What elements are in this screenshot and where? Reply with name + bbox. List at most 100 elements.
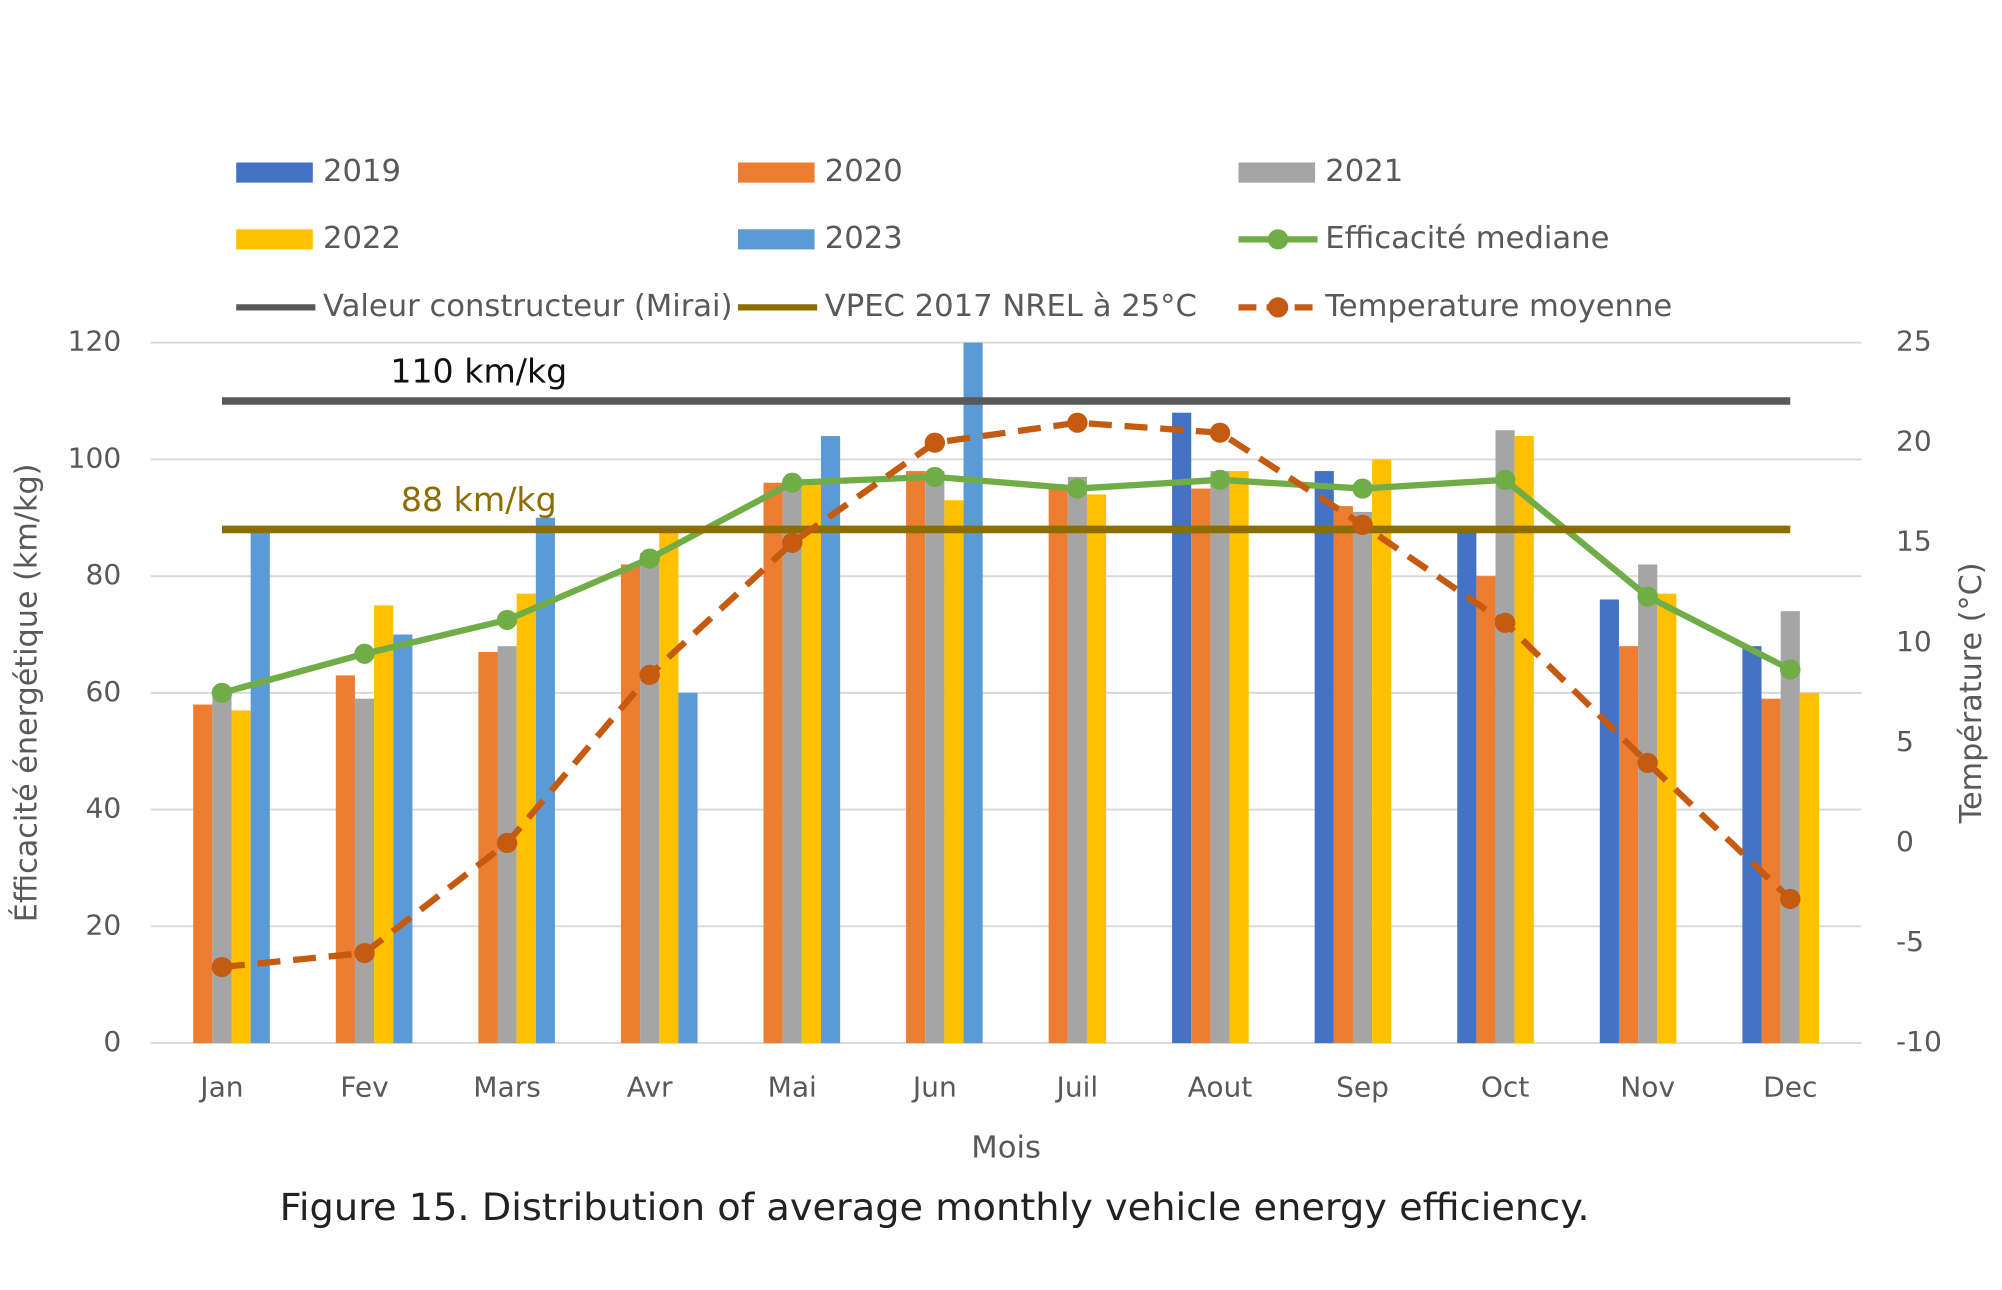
bar: [801, 482, 821, 1044]
x-tick-label: Fev: [340, 1071, 389, 1104]
bar: [1495, 430, 1515, 1044]
legend-label: 2021: [1325, 154, 1403, 189]
line-marker: [1067, 478, 1088, 499]
line-marker: [1209, 469, 1231, 490]
x-tick-label: Jun: [911, 1071, 957, 1104]
y-tick-label: 40: [86, 792, 122, 825]
bar: [1742, 646, 1762, 1044]
bar: [1514, 436, 1534, 1044]
line-marker: [924, 432, 946, 453]
bar: [1372, 459, 1392, 1044]
x-tick-label: Avr: [627, 1071, 673, 1104]
y-tick-label: 60: [86, 675, 122, 708]
line-marker: [211, 956, 233, 978]
line-series: [221, 473, 1792, 696]
legend-label: 2020: [825, 154, 903, 189]
bar: [906, 471, 926, 1044]
line-marker: [496, 609, 518, 630]
y2-tick-label: 10: [1896, 625, 1932, 658]
legend-swatch: [737, 162, 815, 183]
y-tick-label: 20: [86, 908, 122, 941]
legend-marker: [1267, 297, 1289, 318]
bar: [1210, 471, 1230, 1044]
line-marker: [1209, 422, 1231, 443]
bar: [374, 605, 394, 1044]
y-tick-label: 80: [86, 558, 122, 591]
line-marker: [1494, 612, 1516, 633]
y-tick-label: 0: [103, 1025, 121, 1058]
x-tick-label: Juil: [1055, 1071, 1099, 1104]
bar: [535, 517, 555, 1044]
legend-swatch: [737, 229, 815, 250]
legend-label: 2019: [323, 154, 401, 189]
line-series: [221, 419, 1793, 971]
caption: Figure 15. Distribution of average month…: [280, 1185, 1590, 1229]
bar: [925, 471, 945, 1044]
bar: [763, 482, 783, 1044]
line-marker: [1067, 412, 1088, 433]
bar: [250, 529, 270, 1044]
x-tick-label: Aout: [1188, 1071, 1253, 1104]
bar: [1352, 511, 1373, 1044]
line-marker: [1494, 469, 1516, 490]
legend-swatch: [1238, 162, 1316, 183]
bar: [1067, 476, 1087, 1044]
reference-label: 88 km/kg: [401, 480, 557, 519]
bar: [782, 482, 802, 1044]
bar: [640, 552, 660, 1044]
x-tick-label: Jan: [198, 1071, 243, 1104]
reference-label: 110 km/kg: [390, 352, 567, 391]
y-axis-label: Éfficacité énergétique (km/kg): [8, 464, 44, 923]
bar: [1191, 488, 1211, 1044]
legend-swatch: [236, 162, 313, 183]
legend-label: Temperature moyenne: [1324, 289, 1672, 324]
x-tick-label: Oct: [1481, 1071, 1530, 1104]
x-tick-label: Mai: [768, 1071, 817, 1104]
bar: [944, 500, 964, 1044]
bar: [1476, 576, 1496, 1044]
line-marker: [211, 682, 233, 703]
legend-label: 2022: [323, 221, 401, 256]
bar: [1780, 611, 1800, 1044]
y2-tick-label: 0: [1896, 825, 1914, 858]
bar: [354, 698, 375, 1044]
y2-tick-label: -5: [1896, 925, 1924, 958]
line-marker: [1352, 514, 1373, 535]
y-tick-label: 100: [68, 442, 122, 475]
y2-axis-label: Température (°C): [1954, 562, 1989, 824]
y2-tick-label: 5: [1896, 725, 1914, 758]
line-marker: [496, 832, 518, 854]
legend-label: Valeur constructeur (Mirai): [323, 289, 733, 324]
y2-tick-label: -10: [1896, 1025, 1942, 1058]
bar: [478, 652, 498, 1044]
line-marker: [1780, 888, 1801, 910]
x-tick-label: Sep: [1336, 1071, 1389, 1104]
legend-label: Efficacité mediane: [1325, 221, 1609, 256]
legend-label: VPEC 2017 NREL à 25°C: [825, 289, 1197, 324]
bar: [212, 692, 232, 1044]
line-marker: [1780, 659, 1801, 680]
bar: [1229, 471, 1249, 1044]
bar: [620, 564, 641, 1044]
bar: [1599, 599, 1619, 1044]
line-marker: [924, 466, 946, 487]
bar: [1172, 412, 1192, 1044]
line-marker: [639, 664, 660, 685]
line-marker: [639, 548, 660, 569]
bar: [659, 529, 679, 1044]
bar: [1086, 494, 1107, 1044]
y2-tick-label: 15: [1896, 525, 1932, 558]
y2-tick-label: 20: [1896, 425, 1932, 458]
bar: [231, 710, 251, 1044]
line-marker: [1637, 752, 1658, 773]
line-marker: [1352, 478, 1373, 499]
x-axis-label: Mois: [971, 1131, 1041, 1166]
bar: [1457, 529, 1477, 1044]
bar: [1799, 692, 1819, 1044]
bar: [1761, 698, 1781, 1044]
bar: [678, 692, 698, 1044]
bar: [335, 675, 355, 1044]
line-marker: [1637, 586, 1658, 607]
line-marker: [782, 532, 803, 553]
